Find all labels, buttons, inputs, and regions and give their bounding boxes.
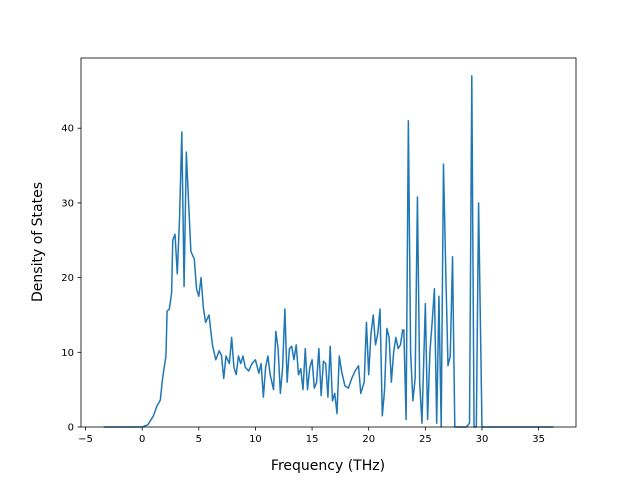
x-tick-label: 20 <box>362 434 375 445</box>
x-tick-label: 35 <box>532 434 545 445</box>
y-tick-label: 0 <box>68 423 74 434</box>
data-line <box>103 75 554 428</box>
x-tick-label: 0 <box>139 434 145 445</box>
plot-frame <box>80 57 577 428</box>
x-tick-label: 25 <box>419 434 432 445</box>
y-tick-label: 40 <box>61 124 74 135</box>
x-tick-label: 5 <box>196 434 202 445</box>
x-tick-label: 10 <box>249 434 262 445</box>
y-tick-label: 10 <box>61 348 74 359</box>
y-tick-label: 20 <box>61 273 74 284</box>
x-tick-label: 15 <box>306 434 319 445</box>
x-tick-label: −5 <box>78 434 93 445</box>
x-tick-label: 30 <box>476 434 489 445</box>
y-tick-label: 30 <box>61 198 74 209</box>
y-axis-label: Density of States <box>30 182 46 302</box>
x-axis-label: Frequency (THz) <box>271 458 385 474</box>
